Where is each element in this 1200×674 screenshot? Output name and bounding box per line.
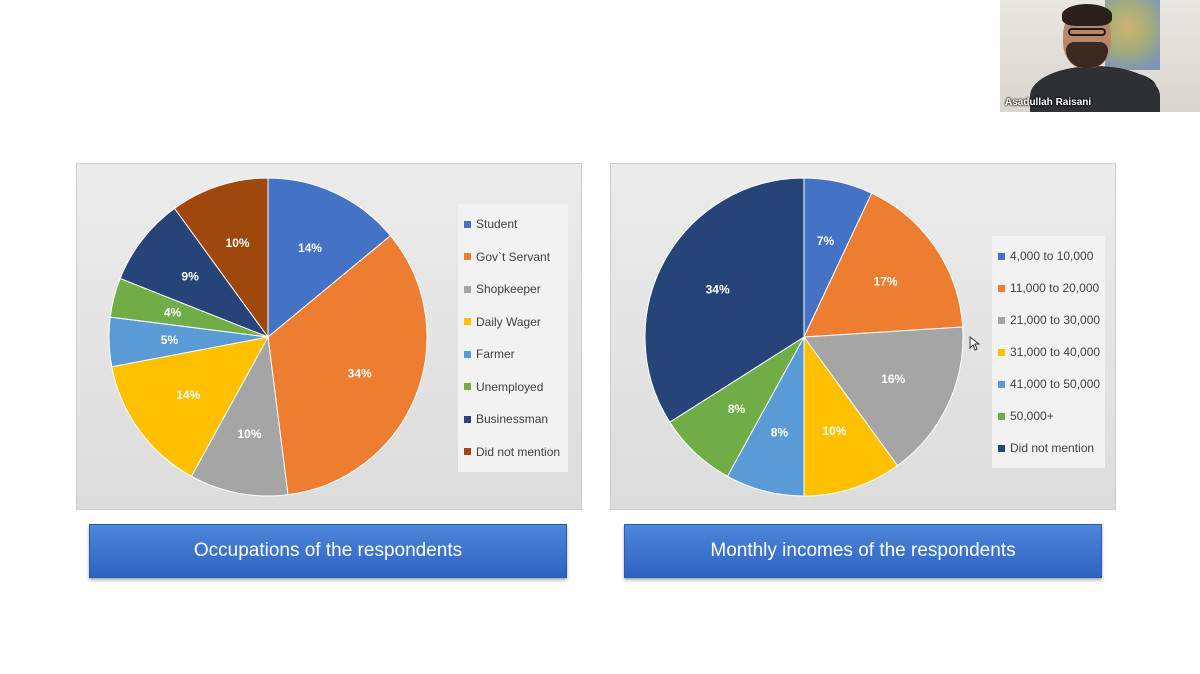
legend-swatch bbox=[998, 284, 1005, 292]
legend-label: 11,000 to 20,000 bbox=[1010, 281, 1100, 295]
legend-item: Student bbox=[464, 208, 562, 241]
incomes-legend: 4,000 to 10,000 11,000 to 20,000 21,000 to… bbox=[992, 236, 1105, 468]
legend-item: Did not mention bbox=[464, 436, 562, 469]
legend-label: 4,000 to 10,000 bbox=[1010, 249, 1094, 263]
legend-label: Did not mention bbox=[476, 444, 561, 459]
incomes-pie-svg: 7% 17% 16% 10% 8% 8% 34% bbox=[644, 177, 964, 497]
legend-swatch bbox=[998, 348, 1005, 356]
legend-item: 4,000 to 10,000 bbox=[998, 240, 1099, 272]
legend-label: Did not mention bbox=[1010, 441, 1095, 455]
legend-swatch bbox=[998, 412, 1005, 420]
legend-item: Shopkeeper bbox=[464, 273, 562, 306]
legend-item: Businessman bbox=[464, 403, 562, 436]
participant-beard-image bbox=[1066, 42, 1108, 68]
pie-slice-did-not-mention bbox=[644, 177, 805, 423]
legend-label: Daily Wager bbox=[476, 314, 541, 329]
pie-data-label: 17% bbox=[874, 275, 898, 289]
pie-slice-did-not-mention bbox=[173, 177, 269, 339]
legend-swatch bbox=[464, 220, 471, 228]
pie-data-label: 7% bbox=[817, 234, 835, 248]
pie-data-label: 8% bbox=[728, 402, 746, 416]
legend-swatch bbox=[464, 448, 471, 456]
glasses-image bbox=[1068, 28, 1106, 36]
legend-label: 21,000 to 30,000 bbox=[1010, 313, 1101, 327]
legend-swatch bbox=[464, 253, 471, 261]
legend-swatch bbox=[464, 350, 471, 358]
legend-swatch bbox=[464, 285, 471, 293]
incomes-chart: 7% 17% 16% 10% 8% 8% 34% 4,000 to 10,000 11,000… bbox=[610, 163, 1116, 510]
pie-data-label: 5% bbox=[161, 333, 179, 347]
occupations-legend: Student Gov`t Servant Shopkeeper Daily Wage… bbox=[458, 204, 568, 472]
mouse-cursor-icon bbox=[969, 336, 981, 351]
pie-data-label: 4% bbox=[164, 305, 182, 319]
pie-data-label: 10% bbox=[238, 427, 262, 441]
pie-slice-11-000-to-20-000 bbox=[803, 192, 964, 338]
pie-data-label: 14% bbox=[176, 388, 200, 402]
pie-slice-shopkeeper bbox=[190, 335, 289, 497]
legend-item: Unemployed bbox=[464, 371, 562, 404]
legend-item: 21,000 to 30,000 bbox=[998, 304, 1101, 336]
pie-data-label: 10% bbox=[822, 424, 846, 438]
legend-swatch bbox=[464, 318, 471, 326]
legend-item: Gov`t Servant bbox=[464, 241, 562, 274]
pie-slice-businessman bbox=[119, 207, 270, 339]
pie-data-label: 9% bbox=[181, 270, 199, 284]
pie-data-label: 34% bbox=[348, 366, 372, 380]
pie-slice-daily-wager bbox=[111, 336, 269, 478]
occupations-caption: Occupations of the respondents bbox=[89, 524, 567, 578]
legend-swatch bbox=[998, 380, 1005, 388]
pie-data-label: 14% bbox=[298, 241, 322, 255]
pie-data-label: 8% bbox=[771, 425, 789, 439]
wall-map-image bbox=[1105, 0, 1160, 70]
participant-video-tile[interactable]: Asadullah Raisani bbox=[1000, 0, 1200, 112]
legend-label: 50,000+ bbox=[1010, 409, 1054, 423]
legend-label: 41,000 to 50,000 bbox=[1010, 377, 1101, 391]
occupations-pie-svg: 14% 34% 10% 14% 5% 4% 9% 10% bbox=[108, 177, 428, 497]
pie-data-label: 10% bbox=[226, 236, 250, 250]
occupations-chart: 14% 34% 10% 14% 5% 4% 9% 10% Student Gov`t Serva… bbox=[76, 163, 582, 510]
legend-item: Did not mention bbox=[998, 432, 1099, 464]
pie-slice-21-000-to-30-000 bbox=[803, 326, 964, 467]
legend-item: Daily Wager bbox=[464, 306, 562, 339]
legend-label: Student bbox=[476, 217, 518, 232]
pie-data-label: 16% bbox=[881, 372, 905, 386]
legend-item: 50,000+ bbox=[998, 400, 1099, 432]
legend-swatch bbox=[998, 252, 1005, 260]
participant-hair-image bbox=[1062, 4, 1112, 26]
incomes-caption: Monthly incomes of the respondents bbox=[624, 524, 1102, 578]
pie-slice-student bbox=[267, 177, 392, 339]
legend-swatch bbox=[998, 316, 1005, 324]
pie-slice-31-000-to-40-000 bbox=[803, 335, 899, 497]
legend-swatch bbox=[998, 444, 1005, 452]
legend-item: 11,000 to 20,000 bbox=[998, 272, 1099, 304]
legend-label: Farmer bbox=[476, 347, 515, 362]
participant-body-image bbox=[1030, 66, 1160, 112]
participant-name-label: Asadullah Raisani bbox=[1005, 97, 1092, 108]
pie-slice-gov-t-servant bbox=[267, 234, 428, 496]
legend-item: 31,000 to 40,000 bbox=[998, 336, 1101, 368]
legend-swatch bbox=[464, 383, 471, 391]
legend-swatch bbox=[464, 415, 471, 423]
legend-item: 41,000 to 50,000 bbox=[998, 368, 1101, 400]
legend-label: 31,000 to 40,000 bbox=[1010, 345, 1101, 359]
legend-label: Unemployed bbox=[476, 379, 544, 394]
legend-label: Shopkeeper bbox=[476, 282, 541, 297]
legend-label: Businessman bbox=[476, 412, 549, 427]
pie-data-label: 34% bbox=[706, 283, 730, 297]
legend-label: Gov`t Servant bbox=[476, 249, 551, 264]
legend-item: Farmer bbox=[464, 338, 562, 371]
